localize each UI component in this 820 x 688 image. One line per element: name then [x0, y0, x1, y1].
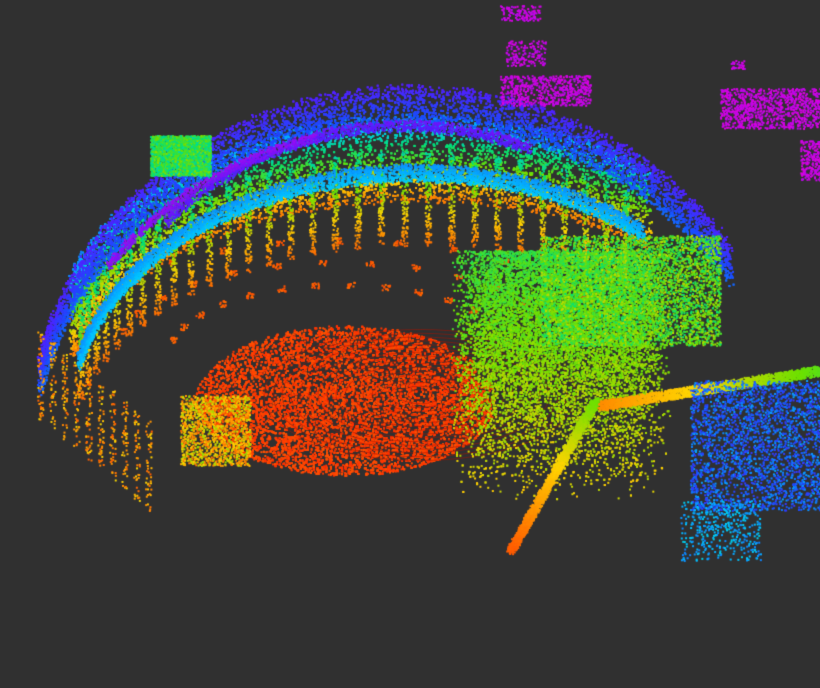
3d-viewport[interactable]: [0, 0, 820, 688]
point-cloud: [0, 0, 820, 688]
